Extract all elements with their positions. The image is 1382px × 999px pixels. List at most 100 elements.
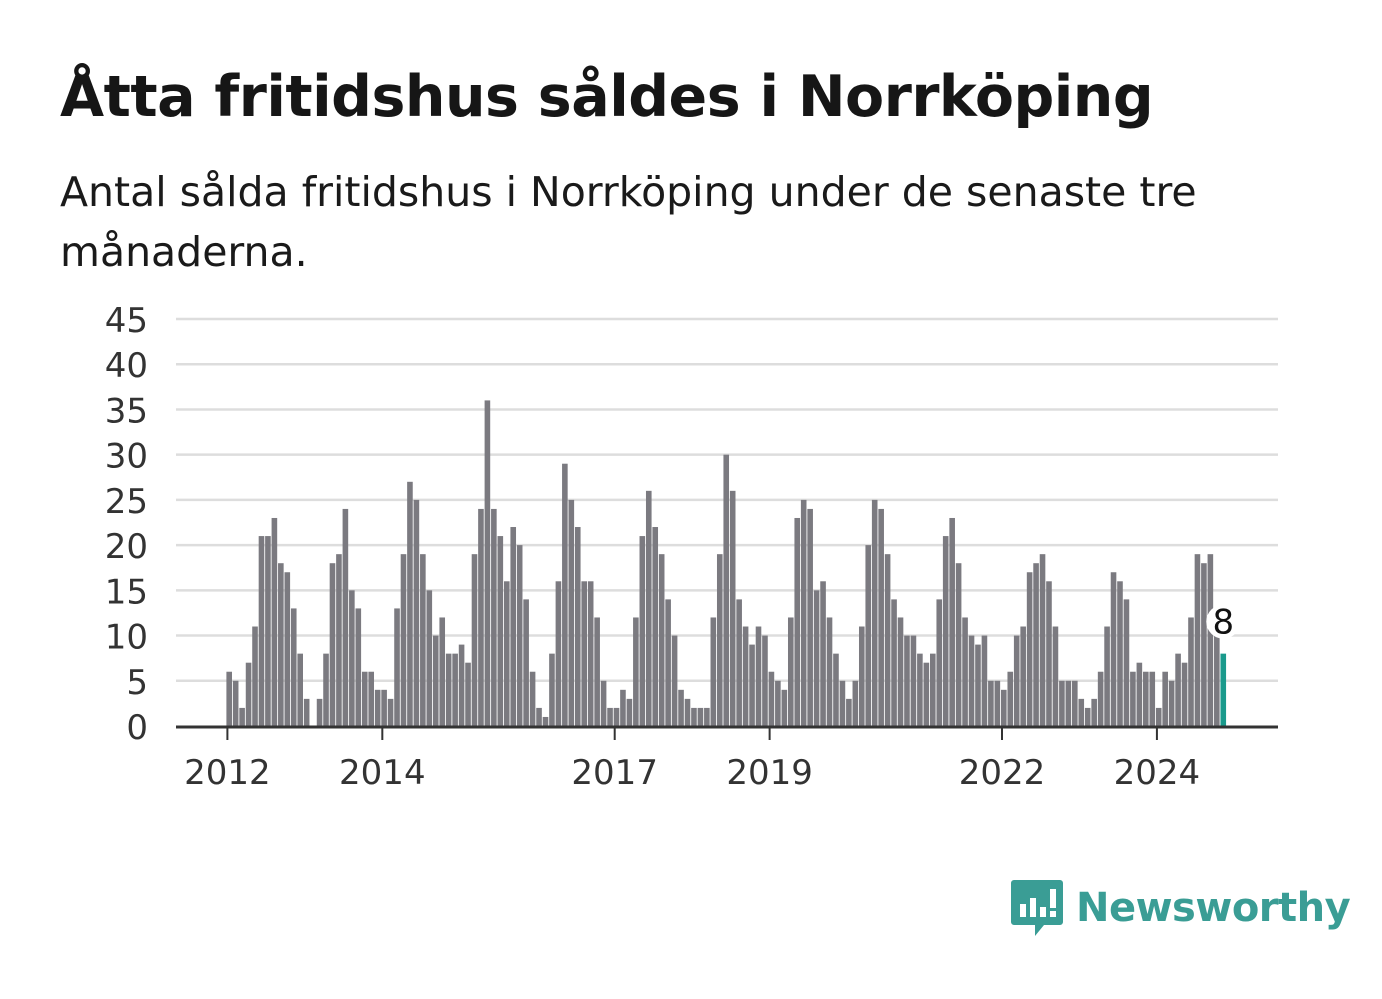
bar	[1162, 671, 1168, 726]
newsworthy-logo-icon	[1011, 880, 1063, 936]
bar	[723, 454, 730, 726]
bar	[497, 536, 504, 726]
bar	[1117, 581, 1123, 726]
x-tick-label: 2022	[959, 753, 1046, 793]
bar	[1072, 680, 1078, 726]
bar	[529, 671, 536, 726]
bar	[587, 581, 594, 726]
chart-title: Åtta fritidshus såldes i Norrköping	[60, 64, 1154, 130]
bar	[639, 536, 646, 726]
bar	[1052, 626, 1059, 726]
bar	[1123, 599, 1130, 726]
bar	[1020, 626, 1026, 726]
bar	[420, 554, 426, 726]
bar	[1013, 635, 1020, 726]
highlight-value-label: 8	[1212, 603, 1234, 643]
bar	[930, 653, 936, 726]
bar-chart: 0 5 10 15 20 25 30 35 40 45 2012 2014 2017 2019 2022 20…	[105, 301, 1278, 793]
y-tick-label: 30	[105, 437, 148, 477]
bar	[697, 707, 704, 726]
bar	[297, 653, 303, 726]
bar	[290, 608, 297, 726]
bar	[1155, 707, 1162, 726]
bar	[471, 554, 478, 726]
bar	[962, 617, 968, 726]
bar	[846, 698, 852, 726]
y-tick-label: 15	[105, 572, 148, 612]
bar	[1033, 563, 1039, 726]
bar	[336, 554, 342, 726]
bar	[245, 662, 252, 726]
bar	[833, 653, 839, 726]
bar	[361, 671, 368, 726]
bar	[755, 626, 762, 726]
bar	[1181, 662, 1188, 726]
bar	[904, 635, 910, 726]
bar	[1084, 707, 1091, 726]
bar	[820, 581, 826, 726]
bar	[426, 590, 433, 726]
bar	[645, 490, 652, 726]
bar	[568, 499, 575, 726]
bar	[523, 599, 529, 726]
bar	[936, 599, 943, 726]
bar	[787, 617, 794, 726]
bar	[910, 635, 917, 726]
bar	[716, 554, 723, 726]
highlight-bar	[1220, 653, 1227, 726]
bar	[768, 671, 775, 726]
bar	[949, 517, 955, 726]
bar	[1091, 698, 1097, 726]
bar	[665, 599, 671, 726]
bar	[258, 536, 265, 726]
bar	[316, 698, 323, 726]
bar	[891, 599, 897, 726]
bar	[278, 563, 284, 726]
bar	[594, 617, 600, 726]
bar	[387, 698, 394, 726]
bar	[968, 635, 975, 726]
newsworthy-logo: Newsworthy	[1010, 878, 1351, 938]
y-tick-label: 10	[105, 618, 148, 658]
bar	[549, 653, 555, 726]
bar	[484, 400, 491, 726]
bar	[1046, 581, 1052, 726]
bar	[704, 707, 710, 726]
bar	[684, 698, 691, 726]
bar	[562, 463, 568, 726]
bar	[800, 499, 807, 726]
bar	[510, 527, 517, 726]
y-tick-label: 40	[105, 346, 148, 386]
bar	[542, 716, 549, 726]
bar	[465, 662, 471, 726]
bar	[432, 635, 439, 726]
bar	[729, 490, 736, 726]
y-tick-label: 45	[105, 301, 148, 341]
y-tick-label: 35	[105, 391, 148, 431]
bar	[1039, 554, 1046, 726]
bar	[652, 527, 659, 726]
bar	[1110, 572, 1117, 726]
bar	[1143, 671, 1149, 726]
bar	[942, 536, 949, 726]
x-tick-label: 2024	[1114, 753, 1201, 793]
bar	[349, 590, 355, 726]
bar	[478, 508, 484, 726]
bar	[239, 707, 245, 726]
bar	[1097, 671, 1104, 726]
bar	[633, 617, 639, 726]
bar	[981, 635, 988, 726]
bar	[394, 608, 400, 726]
y-tick-label: 25	[105, 482, 148, 522]
bar	[368, 671, 375, 726]
bar	[1001, 689, 1007, 726]
bar	[762, 635, 768, 726]
bar	[536, 707, 542, 726]
bar	[503, 581, 510, 726]
bar	[678, 689, 684, 726]
x-tick-label: 2019	[726, 753, 813, 793]
bar	[1207, 554, 1214, 726]
bar	[232, 680, 239, 726]
bar	[574, 527, 581, 726]
bar	[994, 680, 1001, 726]
